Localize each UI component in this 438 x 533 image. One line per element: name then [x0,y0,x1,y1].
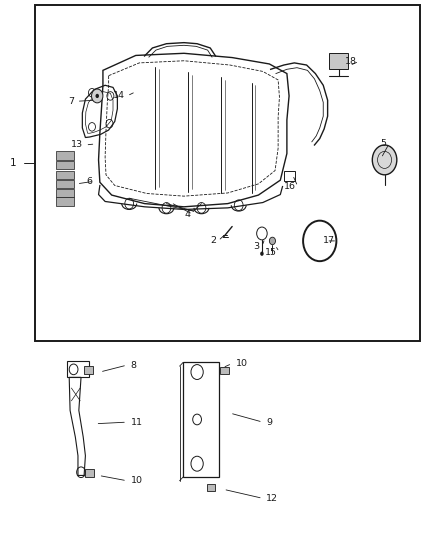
Text: 11: 11 [131,418,142,426]
Text: 9: 9 [266,418,272,426]
Text: 8: 8 [131,361,137,369]
Text: 12: 12 [266,494,278,503]
FancyBboxPatch shape [328,53,348,69]
FancyBboxPatch shape [56,180,74,188]
Text: 10: 10 [131,477,142,485]
FancyBboxPatch shape [207,484,215,491]
Text: 5: 5 [381,140,387,148]
Text: 7: 7 [68,97,74,106]
Text: 16: 16 [284,182,296,191]
FancyBboxPatch shape [220,367,229,374]
Bar [35,5,420,341]
Text: 3: 3 [254,242,260,251]
FancyBboxPatch shape [84,366,93,374]
Text: 13: 13 [71,141,83,149]
Text: 10: 10 [236,359,247,368]
FancyBboxPatch shape [56,151,74,160]
FancyBboxPatch shape [85,469,94,477]
Text: 14: 14 [113,92,125,100]
Circle shape [260,252,264,256]
FancyBboxPatch shape [56,197,74,206]
Text: 17: 17 [323,237,335,245]
FancyBboxPatch shape [56,189,74,197]
Circle shape [92,89,103,103]
Circle shape [95,94,99,98]
Text: 2: 2 [210,237,216,245]
Text: 6: 6 [86,177,92,185]
Text: 18: 18 [345,57,357,66]
FancyBboxPatch shape [56,161,74,169]
Text: 15: 15 [265,248,277,256]
Text: 4: 4 [184,210,191,219]
Circle shape [372,145,397,175]
FancyBboxPatch shape [56,171,74,179]
Circle shape [269,237,276,245]
Text: 1: 1 [10,158,17,167]
